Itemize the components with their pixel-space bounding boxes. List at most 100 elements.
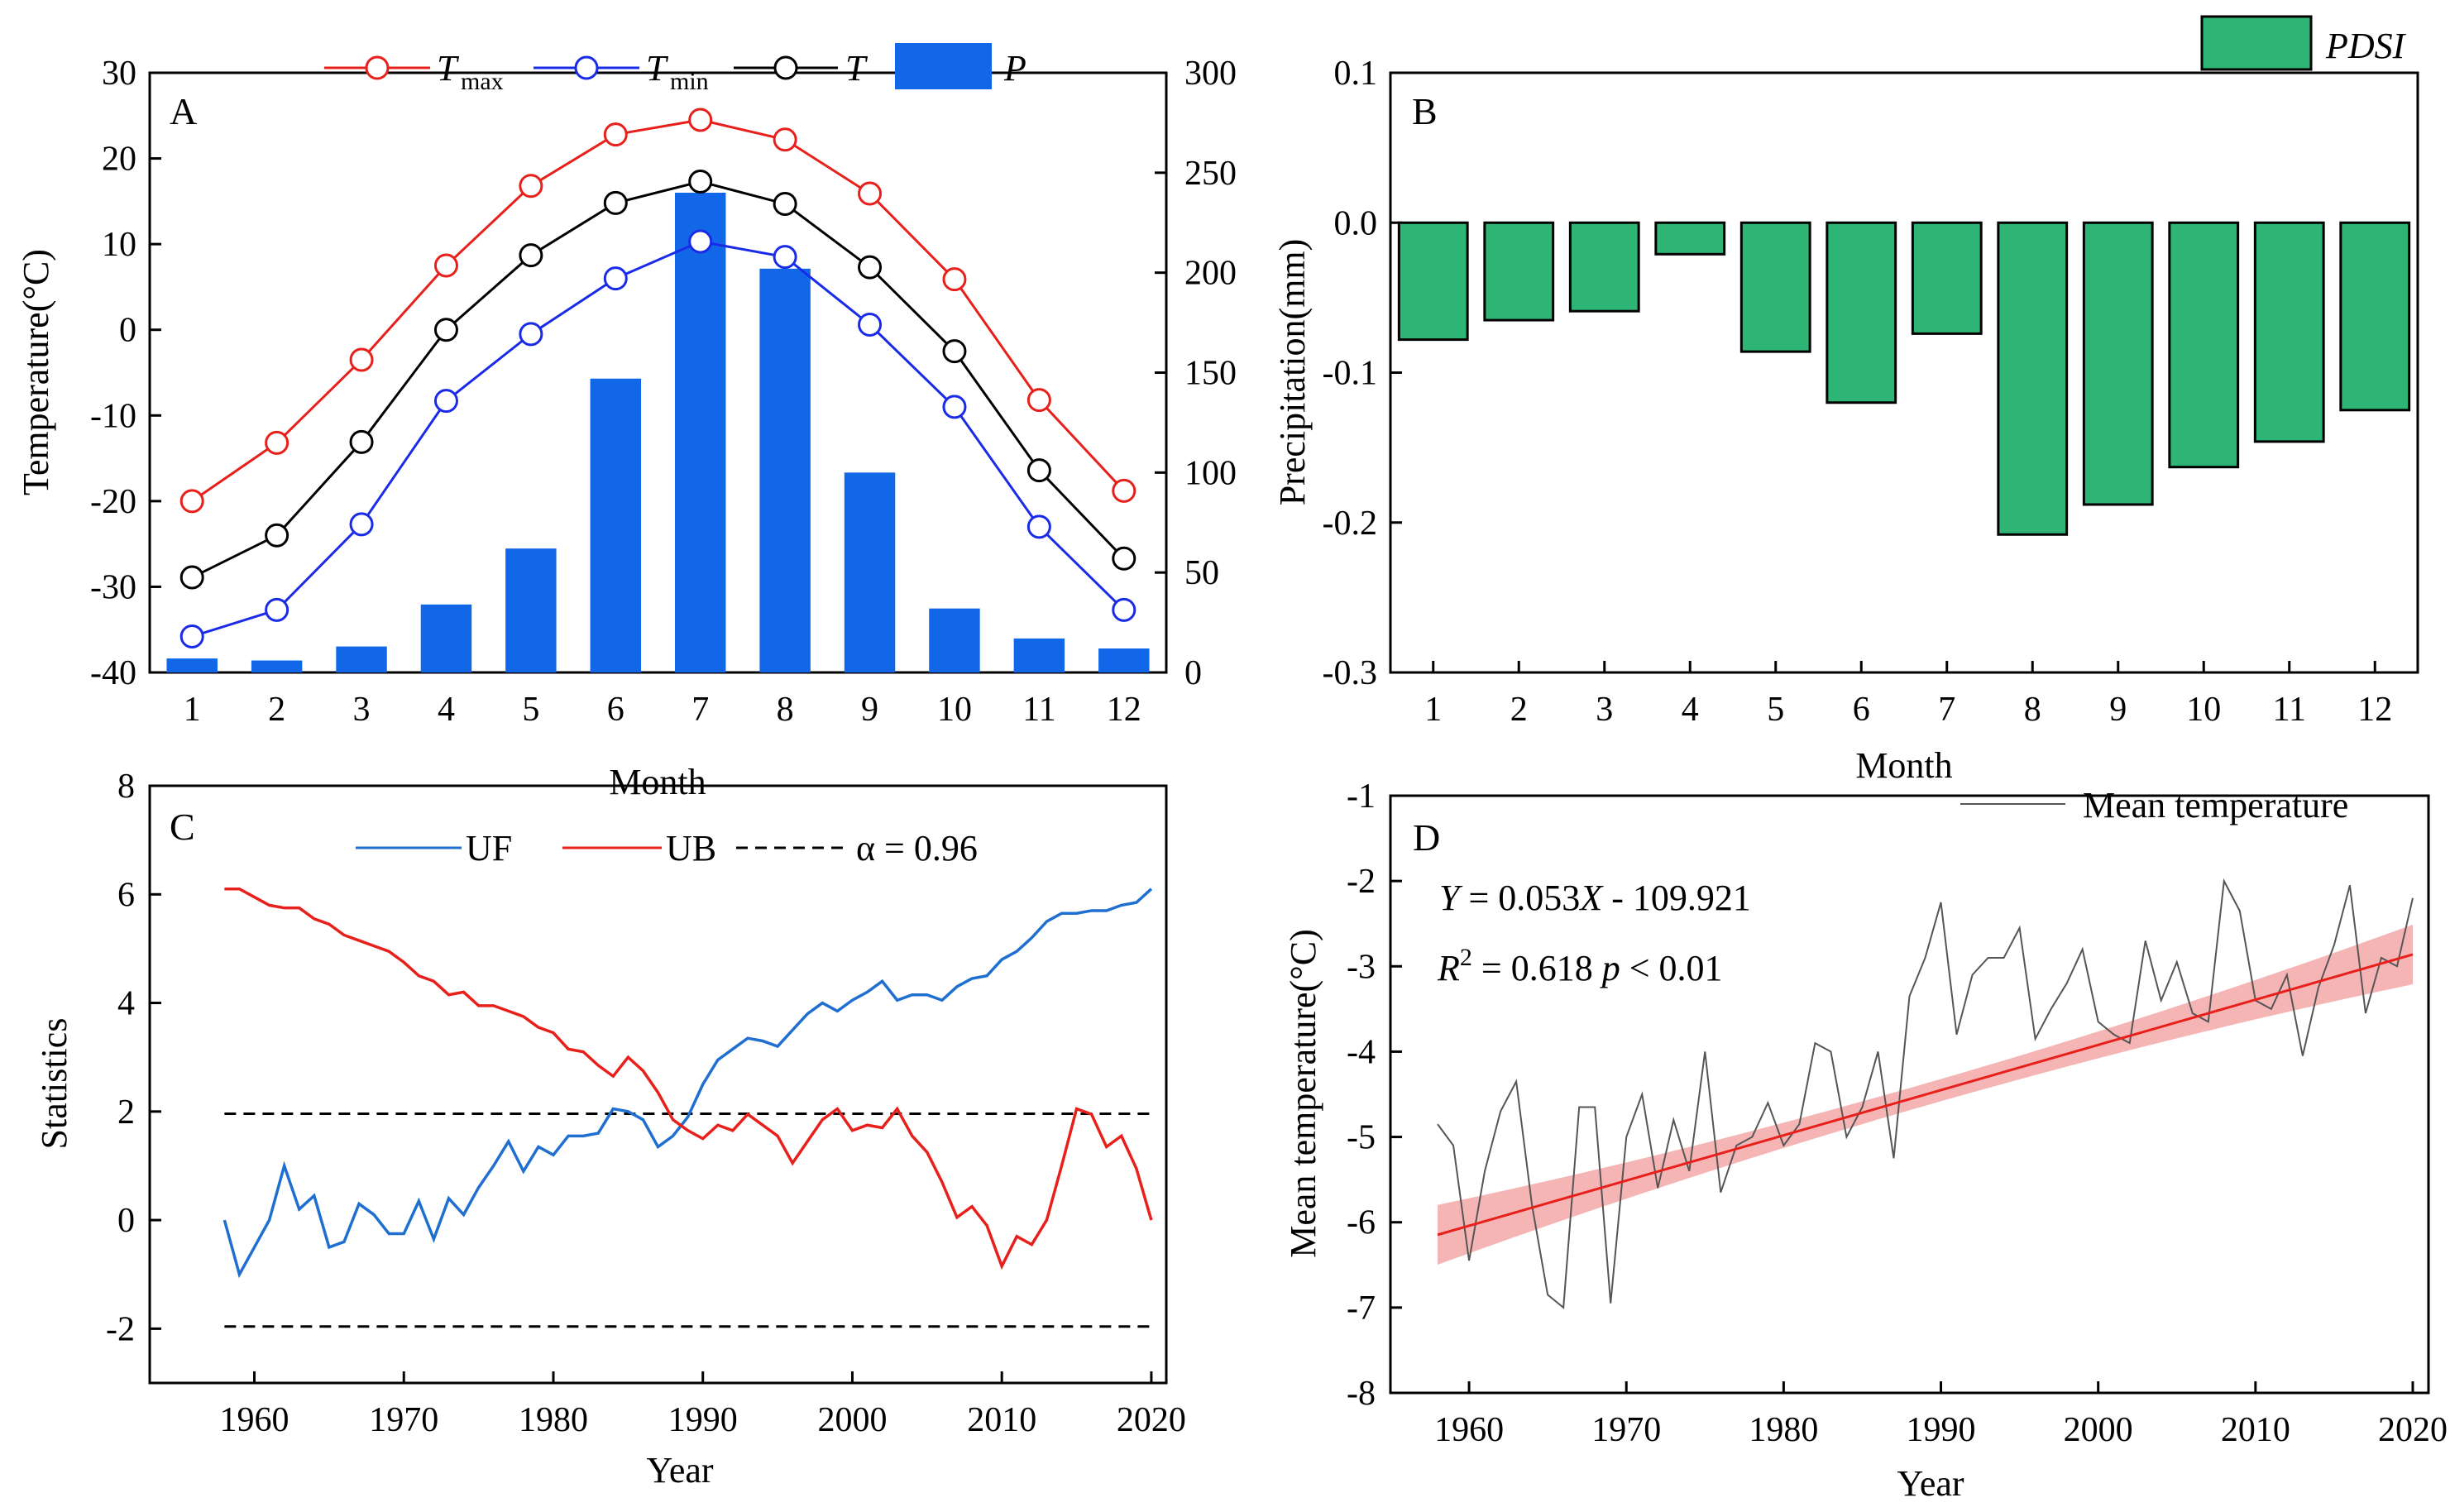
line-series-0 [191, 118, 1125, 503]
bar-p-month-2 [251, 660, 303, 672]
panel-c-letter: C [170, 806, 195, 848]
panel-b-xtick-label: 4 [1682, 691, 1699, 729]
marker-series-2-month-5 [519, 243, 543, 268]
panel-a-ylabel: Temperature(°C) [16, 249, 56, 495]
panel-b-xtick-label: 2 [1510, 691, 1528, 729]
panel-a-y2tick-label: 300 [1184, 55, 1237, 93]
panel-a: A Month Temperature(°C) 3020100-10-20-30… [16, 43, 1237, 802]
panel-d-ytick-label: -5 [1347, 1119, 1376, 1157]
panel-a-xtick-label: 3 [353, 691, 371, 729]
panel-d-ylabel: Mean temperature(°C) [1283, 929, 1323, 1258]
panel-a-ytick-label: 0 [119, 312, 136, 350]
panel-b-xlabel: Month [1855, 745, 1952, 786]
marker-series-0-month-12 [1112, 478, 1136, 503]
panel-d-xtick-label: 1980 [1749, 1411, 1818, 1449]
panel-a-y2tick-label: 0 [1184, 654, 1202, 692]
panel-d-frame [1389, 794, 2430, 1395]
legend-tmin-label: T [646, 48, 669, 89]
marker-series-1-month-7 [688, 229, 713, 254]
eq-tail: - 109.921 [1602, 878, 1751, 918]
panel-a-xlabel: Month [609, 762, 706, 802]
marker-series-2-month-11 [1026, 458, 1051, 483]
panel-a-legend: T max T min T P [324, 43, 1026, 95]
panel-d-ytick-label: -6 [1347, 1204, 1376, 1242]
panel-a-ytick-label: 30 [102, 55, 136, 93]
panel-c-xtick-label: 2010 [967, 1401, 1036, 1439]
legend-p-swatch [895, 43, 992, 89]
r2-mid: = 0.618 [1472, 948, 1602, 988]
panel-b-xtick-label: 12 [2357, 691, 2392, 729]
line-mean-temperature [1437, 878, 2414, 1309]
marker-series-2-month-9 [858, 255, 883, 280]
panel-a-ytick-label: -40 [90, 654, 136, 692]
marker-series-0-month-7 [688, 108, 713, 132]
panel-d-ytick-label: -7 [1347, 1290, 1376, 1328]
panel-c-xtick-label: 1970 [369, 1401, 438, 1439]
marker-series-1-month-4 [433, 389, 458, 414]
panel-c-ytick-label: 2 [117, 1093, 135, 1132]
trend-line [1437, 953, 2414, 1237]
panel-a-ytick-label: 10 [102, 226, 136, 264]
r2-p: p [1600, 948, 1620, 988]
panel-c: C Year Statistics 8 6 4 2 0 -2 1960 1970 1980 199… [34, 768, 1186, 1490]
panel-c-xtick-label: 1960 [220, 1401, 290, 1439]
panel-b: B Month Precipitation(mm) 0.1 0.0 -0.1 -0.2… [1272, 15, 2419, 786]
marker-series-0-month-2 [265, 430, 290, 455]
panel-a-y2tick-label: 250 [1184, 155, 1237, 193]
panel-c-ylabel: Statistics [34, 1018, 74, 1150]
marker-series-2-month-4 [433, 318, 458, 342]
panel-a-xtick-label: 8 [777, 691, 794, 729]
panel-d-legend: Mean temperature [1960, 785, 2348, 825]
legend-meantemp-label: Mean temperature [2083, 785, 2348, 825]
marker-series-2-month-2 [265, 523, 290, 548]
panel-a-ytick-label: 20 [102, 141, 136, 179]
marker-series-0-month-4 [433, 253, 458, 278]
marker-series-2-month-3 [349, 429, 374, 454]
line-series-2 [191, 179, 1125, 579]
marker-series-1-month-10 [942, 395, 967, 419]
panel-d-letter: D [1413, 816, 1440, 859]
marker-series-1-month-1 [179, 624, 204, 648]
marker-series-1-month-12 [1112, 597, 1136, 622]
panel-b-ytick-label: -0.1 [1323, 355, 1378, 393]
panel-c-ytick-label: 0 [117, 1202, 135, 1240]
bar-pdsi-month-7 [1911, 221, 1983, 335]
marker-series-2-month-6 [603, 190, 628, 215]
panel-c-xlabel: Year [646, 1450, 713, 1490]
panel-b-xtick-label: 1 [1424, 691, 1442, 729]
panel-d-xtick-label: 1970 [1591, 1411, 1661, 1449]
eq-rest: = 0.053 [1459, 878, 1580, 918]
panel-b-xtick-label: 6 [1853, 691, 1870, 729]
bar-p-month-9 [844, 472, 896, 672]
bar-p-month-4 [420, 604, 472, 672]
panel-d-xlabel: Year [1897, 1463, 1964, 1504]
panel-a-xtick-label: 9 [861, 691, 878, 729]
marker-series-2-month-8 [773, 191, 797, 216]
legend-t-label: T [845, 48, 869, 89]
panel-a-ytick-label: -10 [90, 397, 136, 435]
panel-b-ytick-label: -0.2 [1323, 505, 1378, 543]
marker-series-2-month-7 [688, 170, 713, 194]
legend-pdsi-swatch [2200, 15, 2313, 71]
panel-c-ytick-label: 6 [117, 876, 135, 914]
panel-a-xtick-label: 5 [522, 691, 539, 729]
panel-b-xtick-label: 11 [2273, 691, 2306, 729]
marker-series-1-month-3 [349, 512, 374, 537]
bar-pdsi-month-1 [1397, 221, 1469, 342]
panel-c-frame [148, 784, 1168, 1385]
legend-ub-label: UB [666, 828, 716, 868]
panel-a-ytick-label: -20 [90, 483, 136, 521]
bar-pdsi-month-9 [2082, 221, 2154, 506]
bar-p-month-10 [929, 608, 980, 672]
panel-a-xtick-label: 7 [691, 691, 709, 729]
legend-tmin-sub: min [670, 68, 709, 95]
bar-pdsi-month-12 [2339, 221, 2411, 412]
panel-a-xtick-label: 4 [438, 691, 455, 729]
panel-a-xtick-label: 12 [1107, 691, 1141, 729]
marker-series-0-month-5 [519, 174, 543, 199]
marker-series-1-month-6 [603, 266, 628, 291]
panel-d-xtick-label: 2020 [2378, 1411, 2448, 1449]
panel-d-equation: Y = 0.053X - 109.921 [1439, 878, 1751, 918]
